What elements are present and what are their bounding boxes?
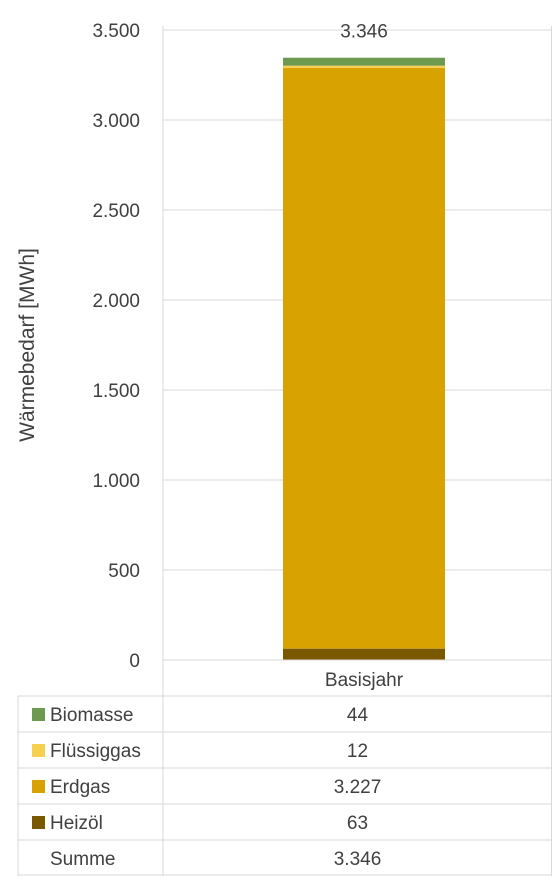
- legend-key-erdgas: [32, 780, 45, 793]
- table-row-label: Flüssiggas: [50, 741, 141, 762]
- table-row-label: Heizöl: [50, 813, 103, 834]
- legend-key-flüssiggas: [32, 744, 45, 757]
- table-row-label: Erdgas: [50, 777, 110, 798]
- table-row-label: Summe: [50, 849, 115, 870]
- table-cell-value: 44: [347, 705, 369, 726]
- bar-segment-biomasse: [283, 57, 445, 66]
- y-tick-label: 3.500: [92, 21, 140, 42]
- y-tick-label: 2.500: [92, 201, 140, 222]
- y-tick-label: 1.000: [92, 471, 140, 492]
- y-tick-label: 3.000: [92, 111, 140, 132]
- legend-key-biomasse: [32, 708, 45, 721]
- bar-segment-flüssiggas: [283, 65, 445, 68]
- legend-key-heizöl: [32, 816, 45, 829]
- bar-segment-heizöl: [283, 648, 445, 660]
- table-cell-value: 3.346: [334, 849, 382, 870]
- total-data-label: 3.346: [340, 22, 388, 43]
- table-cell-value: 3.227: [334, 777, 382, 798]
- table-cell-value: 12: [347, 741, 368, 762]
- x-tick-label: Basisjahr: [325, 670, 404, 691]
- table-cell-value: 63: [347, 813, 368, 834]
- y-tick-label: 1.500: [92, 381, 140, 402]
- y-tick-label: 500: [108, 561, 140, 582]
- y-tick-label: 0: [129, 651, 140, 672]
- y-axis-label: Wärmebedarf [MWh]: [16, 248, 39, 442]
- table-row-label: Biomasse: [50, 705, 133, 726]
- bar-segment-erdgas: [283, 67, 445, 649]
- y-tick-label: 2.000: [92, 291, 140, 312]
